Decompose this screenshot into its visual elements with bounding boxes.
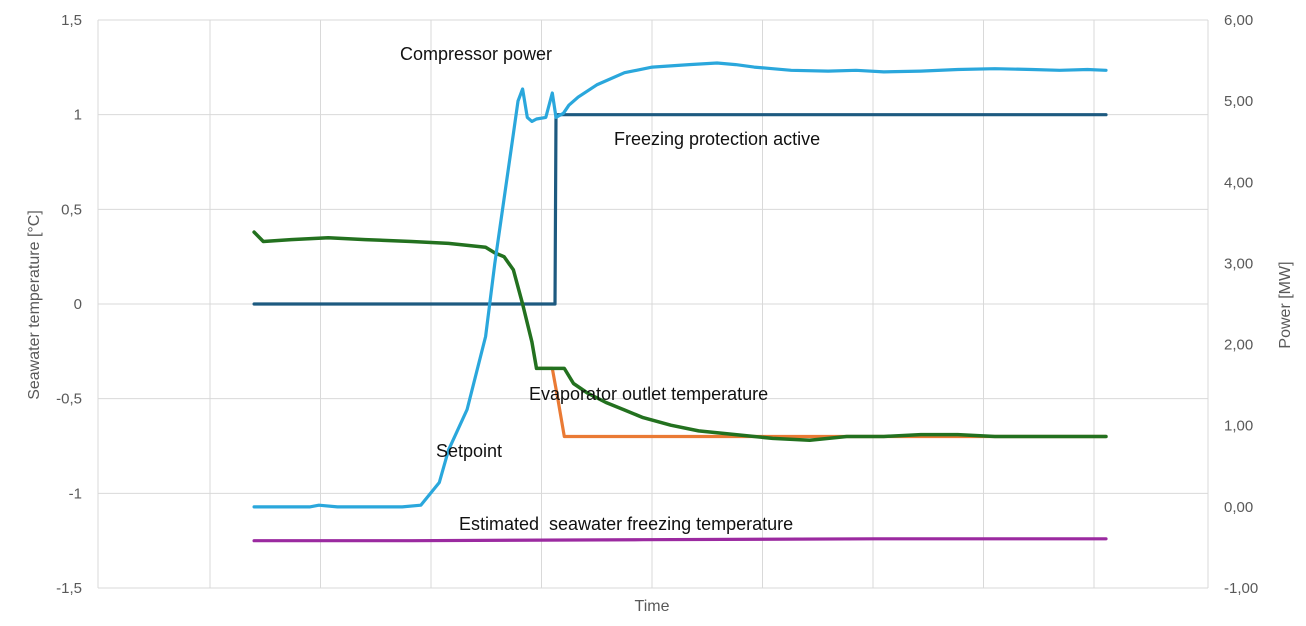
label-evaporator-outlet-temperature: Evaporator outlet temperature [529, 384, 768, 404]
label-compressor-power: Compressor power [400, 44, 552, 64]
left-tick-label: 0 [74, 296, 82, 313]
right-tick-label: -1,00 [1224, 580, 1258, 597]
right-tick-label: 5,00 [1224, 93, 1253, 110]
left-tick-label: -1 [69, 485, 82, 502]
right-tick-label: 2,00 [1224, 337, 1253, 354]
series-line-compressor-power [252, 61, 1108, 509]
series-layer [252, 61, 1108, 543]
y2-axis-title: Power [MW] [1277, 261, 1294, 348]
label-freezing-protection-active: Freezing protection active [614, 129, 820, 149]
x-axis-title: Time [635, 598, 670, 615]
series-line-evaporator-outlet-temperature [252, 230, 1108, 443]
right-tick-label: 1,00 [1224, 418, 1253, 435]
right-axis-ticks: -1,00 0,00 1,00 2,00 3,00 4,00 5,00 6,00 [1224, 12, 1258, 597]
right-tick-label: 0,00 [1224, 499, 1253, 516]
right-tick-label: 4,00 [1224, 174, 1253, 191]
series-line-freezing-protection-active [252, 113, 1108, 306]
left-axis-ticks: -1,5 -1 -0,5 0 0,5 1 1,5 [56, 12, 82, 597]
right-tick-label: 6,00 [1224, 12, 1253, 29]
left-tick-label: 1,5 [61, 12, 82, 29]
left-tick-label: -1,5 [56, 580, 82, 597]
right-tick-label: 3,00 [1224, 255, 1253, 272]
series-line-estimated-seawater-freezing-temperature [252, 537, 1108, 543]
label-setpoint: Setpoint [436, 441, 502, 461]
label-estimated-seawater-freezing-temperature: Estimated seawater freezing temperature [459, 514, 793, 534]
left-tick-label: 0,5 [61, 201, 82, 218]
left-tick-label: -0,5 [56, 391, 82, 408]
y-axis-title: Seawater temperature [°C] [26, 210, 43, 400]
left-tick-label: 1 [74, 107, 82, 124]
